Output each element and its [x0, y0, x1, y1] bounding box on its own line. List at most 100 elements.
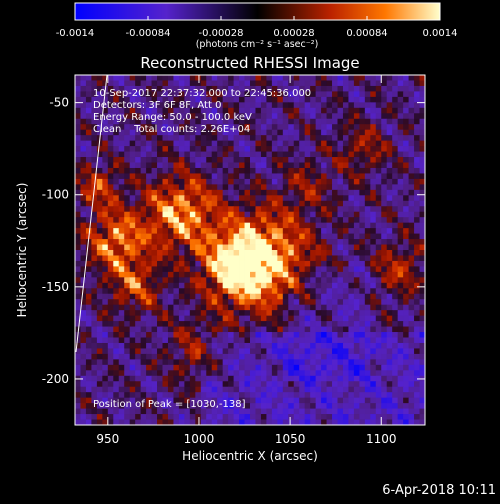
heatmap-pixel: [375, 250, 382, 256]
heatmap-pixel: [129, 184, 136, 191]
heatmap-pixel: [386, 271, 393, 278]
heatmap-pixel: [184, 167, 191, 174]
heatmap-pixel: [332, 173, 338, 180]
heatmap-pixel: [195, 337, 202, 344]
heatmap-pixel: [414, 321, 420, 327]
heatmap-pixel: [206, 315, 213, 322]
heatmap-pixel: [304, 140, 311, 147]
heatmap-pixel: [200, 200, 207, 207]
heatmap-pixel: [102, 299, 109, 306]
heatmap-pixel: [80, 96, 87, 103]
heatmap-pixel: [277, 211, 284, 218]
heatmap-pixel: [184, 129, 191, 136]
heatmap-pixel: [381, 146, 388, 152]
heatmap-pixel: [408, 359, 415, 366]
heatmap-pixel: [217, 200, 224, 207]
heatmap-pixel: [178, 359, 185, 366]
heatmap-pixel: [370, 129, 377, 136]
heatmap-pixel: [113, 222, 120, 229]
heatmap-pixel: [129, 173, 136, 180]
heatmap-pixel: [293, 75, 300, 81]
heatmap-pixel: [107, 228, 114, 234]
heatmap-pixel: [162, 392, 169, 399]
heatmap-pixel: [167, 151, 174, 158]
heatmap-pixel: [255, 195, 262, 202]
heatmap-pixel: [96, 124, 103, 131]
heatmap-pixel: [244, 173, 251, 180]
heatmap-pixel: [184, 321, 191, 327]
heatmap-pixel: [244, 326, 251, 333]
heatmap-pixel: [381, 157, 388, 163]
heatmap-pixel: [85, 359, 92, 366]
heatmap-pixel: [135, 129, 142, 136]
heatmap-pixel: [96, 321, 103, 327]
heatmap-pixel: [157, 75, 163, 81]
heatmap-pixel: [337, 408, 344, 415]
heatmap-pixel: [348, 277, 355, 284]
heatmap-pixel: [75, 178, 81, 185]
heatmap-pixel: [403, 151, 409, 158]
heatmap-pixel: [124, 151, 131, 158]
heatmap-pixel: [375, 282, 382, 289]
heatmap-pixel: [260, 315, 267, 322]
heatmap-pixel: [370, 113, 377, 120]
heatmap-pixel: [419, 102, 425, 109]
heatmap-pixel: [277, 342, 284, 349]
heatmap-pixel: [233, 228, 240, 234]
heatmap-pixel: [140, 167, 147, 174]
heatmap-pixel: [255, 129, 262, 136]
heatmap-pixel: [151, 167, 158, 174]
heatmap-pixel: [200, 167, 207, 174]
heatmap-pixel: [321, 135, 327, 142]
heatmap-pixel: [124, 184, 131, 191]
heatmap-pixel: [228, 381, 234, 388]
heatmap-pixel: [255, 386, 262, 393]
heatmap-pixel: [124, 370, 131, 377]
heatmap-pixel: [124, 299, 131, 306]
heatmap-pixel: [96, 282, 103, 289]
heatmap-pixel: [370, 353, 377, 360]
heatmap-pixel: [239, 282, 245, 289]
heatmap-pixel: [370, 195, 377, 202]
heatmap-pixel: [217, 233, 224, 240]
heatmap-pixel: [184, 304, 191, 311]
heatmap-pixel: [135, 157, 142, 163]
heatmap-pixel: [233, 222, 240, 229]
heatmap-pixel: [162, 206, 169, 213]
heatmap-pixel: [178, 271, 185, 278]
heatmap-pixel: [151, 299, 158, 306]
heatmap-pixel: [167, 414, 174, 420]
heatmap-pixel: [102, 118, 109, 125]
heatmap-pixel: [359, 370, 366, 377]
heatmap-pixel: [228, 397, 234, 404]
heatmap-pixel: [375, 233, 382, 240]
heatmap-pixel: [288, 206, 295, 213]
heatmap-pixel: [151, 419, 158, 425]
heatmap-pixel: [408, 255, 415, 262]
heatmap-pixel: [217, 113, 224, 120]
heatmap-pixel: [239, 348, 245, 355]
heatmap-pixel: [151, 370, 158, 377]
heatmap-pixel: [75, 315, 81, 322]
heatmap-pixel: [129, 102, 136, 109]
heatmap-pixel: [403, 364, 409, 371]
heatmap-pixel: [85, 348, 92, 355]
heatmap-pixel: [195, 189, 202, 196]
heatmap-pixel: [113, 91, 120, 98]
heatmap-pixel: [277, 146, 284, 152]
heatmap-pixel: [299, 326, 306, 333]
heatmap-pixel: [408, 244, 415, 251]
heatmap-pixel: [222, 293, 229, 300]
heatmap-pixel: [271, 282, 278, 289]
heatmap-pixel: [386, 397, 393, 404]
heatmap-pixel: [167, 167, 174, 174]
heatmap-pixel: [85, 222, 92, 229]
heatmap-pixel: [255, 135, 262, 142]
heatmap-pixel: [91, 222, 98, 229]
heatmap-pixel: [217, 375, 224, 382]
heatmap-pixel: [162, 250, 169, 256]
heatmap-pixel: [332, 271, 338, 278]
heatmap-pixel: [80, 129, 87, 136]
heatmap-pixel: [85, 293, 92, 300]
heatmap-pixel: [299, 206, 306, 213]
